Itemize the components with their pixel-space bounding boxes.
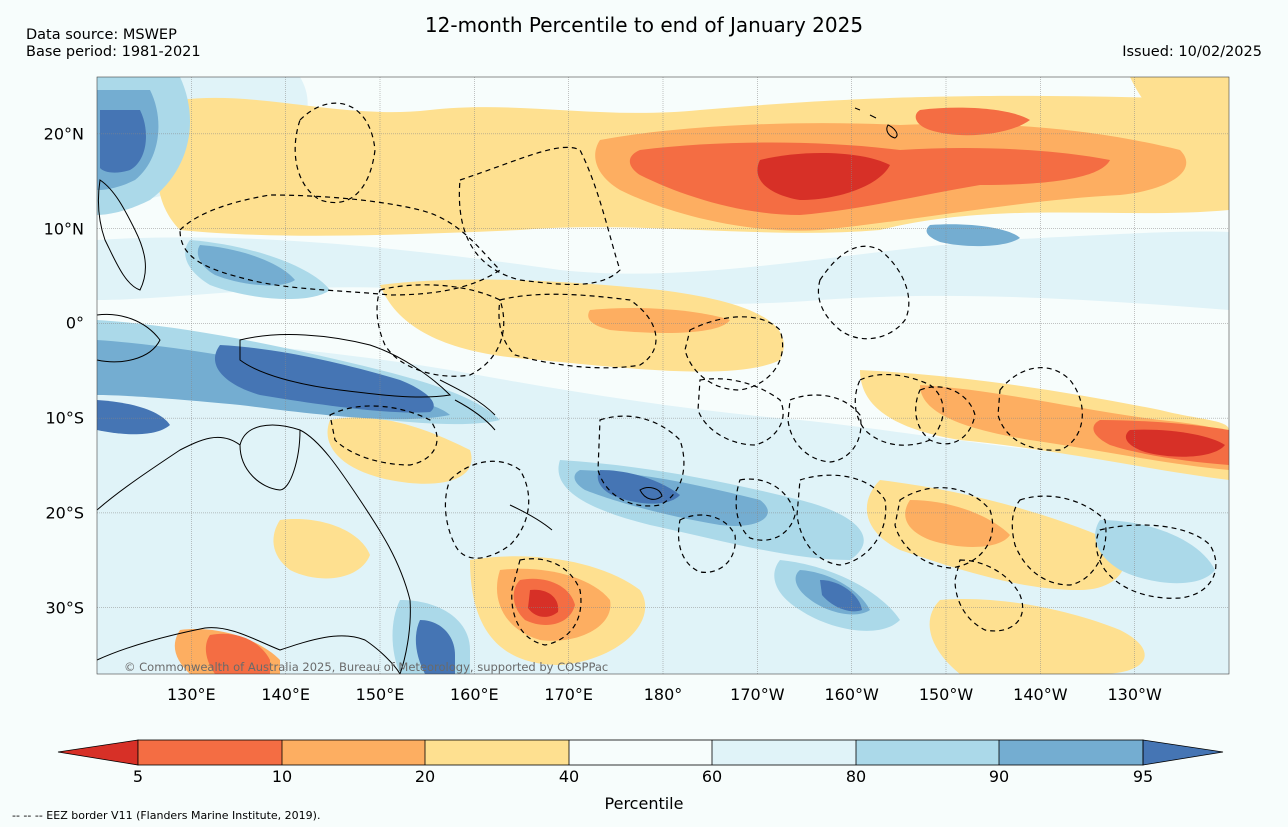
eez-border	[894, 487, 994, 569]
colorbar-segment-80-90	[856, 740, 999, 765]
data-source-info: Data source: MSWEP Base period: 1981-202…	[26, 27, 201, 61]
colorbar-extend-low	[57, 739, 139, 766]
colorbar-tick-label: 60	[701, 767, 723, 786]
region-above-95	[214, 345, 434, 413]
region-20-40	[273, 519, 370, 579]
coastline-fiji	[639, 487, 663, 500]
coastline-solomons	[439, 379, 496, 431]
region-above-95	[597, 470, 680, 504]
map-frame	[96, 76, 1230, 675]
eez-border	[787, 394, 862, 463]
lon-label: 130°W	[1107, 685, 1162, 704]
colorbar-label: Percentile	[604, 794, 684, 813]
region-above-95	[100, 110, 146, 173]
colorbar-segment-10-20	[282, 740, 425, 765]
coastlines	[96, 107, 898, 675]
colorbar-tick-label: 95	[1132, 767, 1154, 786]
lat-label: 30°S	[45, 598, 84, 618]
colorbar-segment-20-40	[425, 740, 569, 765]
map-title: 12-month Percentile to end of January 20…	[424, 13, 864, 37]
region-5-10	[915, 107, 1030, 136]
lat-label: 10°S	[45, 408, 84, 428]
eez-border	[511, 558, 582, 646]
lon-label: 160°E	[450, 685, 499, 704]
region-20-40	[1130, 77, 1229, 160]
lon-label: 130°E	[167, 685, 216, 704]
eez-border	[329, 405, 438, 466]
region-10-20	[905, 500, 1010, 547]
lon-label: 150°W	[918, 685, 974, 704]
eez-border	[376, 284, 505, 377]
lon-label: 170°W	[730, 685, 785, 704]
eez-border	[498, 293, 657, 369]
copyright-notice: © Commonwealth of Australia 2025, Bureau…	[124, 660, 609, 674]
lon-label: 180°	[643, 685, 683, 704]
colorbar-tick-label: 5	[132, 767, 144, 786]
eez-border	[735, 478, 796, 541]
lon-label: 140°E	[261, 685, 310, 704]
region-above-95	[97, 400, 170, 435]
colorbar-tick-label: 10	[271, 767, 293, 786]
colorbar-segment-90-95	[999, 740, 1143, 765]
coastline-philippines	[97, 179, 146, 291]
eez-border	[294, 102, 376, 204]
region-above-95	[415, 620, 455, 674]
coastline-hawaii	[854, 107, 898, 139]
colorbar	[57, 739, 1224, 766]
eez-legend-note: -- -- -- EEZ border V11 (Flanders Marine…	[12, 809, 321, 822]
region-below-5	[757, 153, 890, 200]
eez-borders	[179, 102, 1217, 646]
region-below-5	[528, 589, 559, 617]
coastline-borneo	[96, 313, 161, 363]
base-period-text: Base period: 1981-2021	[26, 44, 201, 60]
region-90-95	[197, 245, 295, 286]
colorbar-segment-40-60	[569, 740, 712, 765]
lat-label: 20°S	[45, 503, 84, 523]
eez-border	[796, 474, 887, 566]
coastline-new-guinea	[239, 334, 452, 398]
lat-label: 0°	[65, 313, 84, 333]
region-20-40	[327, 417, 472, 484]
eez-border	[954, 559, 1024, 632]
region-20-40	[380, 279, 784, 372]
eez-border	[915, 386, 976, 445]
eez-border	[677, 514, 736, 573]
region-80-90	[1095, 520, 1215, 584]
eez-border	[997, 367, 1083, 451]
eez-border	[817, 245, 910, 340]
region-10-20	[588, 308, 730, 333]
eez-border	[684, 316, 784, 391]
lat-label: 20°N	[43, 124, 84, 144]
region-90-95	[926, 224, 1020, 247]
lon-label: 150°E	[355, 685, 405, 704]
region-5-10	[205, 633, 270, 674]
data-source-text: Data source: MSWEP	[26, 27, 177, 43]
eez-border	[597, 415, 685, 507]
colorbar-segment-60-80	[712, 740, 856, 765]
eez-border	[1095, 524, 1217, 599]
lon-label: 170°E	[544, 685, 593, 704]
lon-label: 160°W	[824, 685, 879, 704]
colorbar-tick-label: 40	[558, 767, 580, 786]
colorbar-segment-5-10	[138, 740, 282, 765]
coastline-new-caledonia	[509, 504, 553, 531]
colorbar-tick-label: 20	[414, 767, 436, 786]
region-20-40	[929, 599, 1145, 674]
colorbar-extend-high	[1142, 739, 1224, 766]
coastline-australia	[96, 424, 411, 675]
eez-border	[458, 146, 621, 286]
lat-label: 10°N	[43, 219, 84, 239]
colorbar-dividers	[281, 740, 1000, 765]
eez-border	[1011, 495, 1107, 586]
colorbar-tick-label: 80	[845, 767, 867, 786]
graticule	[97, 77, 1229, 674]
lon-label: 140°W	[1013, 685, 1068, 704]
colorbar-frame	[137, 739, 1144, 766]
issued-date: Issued: 10/02/2025	[1122, 44, 1262, 60]
eez-border	[179, 194, 501, 296]
region-below-5	[1125, 429, 1225, 457]
colorbar-tick-label: 90	[988, 767, 1010, 786]
